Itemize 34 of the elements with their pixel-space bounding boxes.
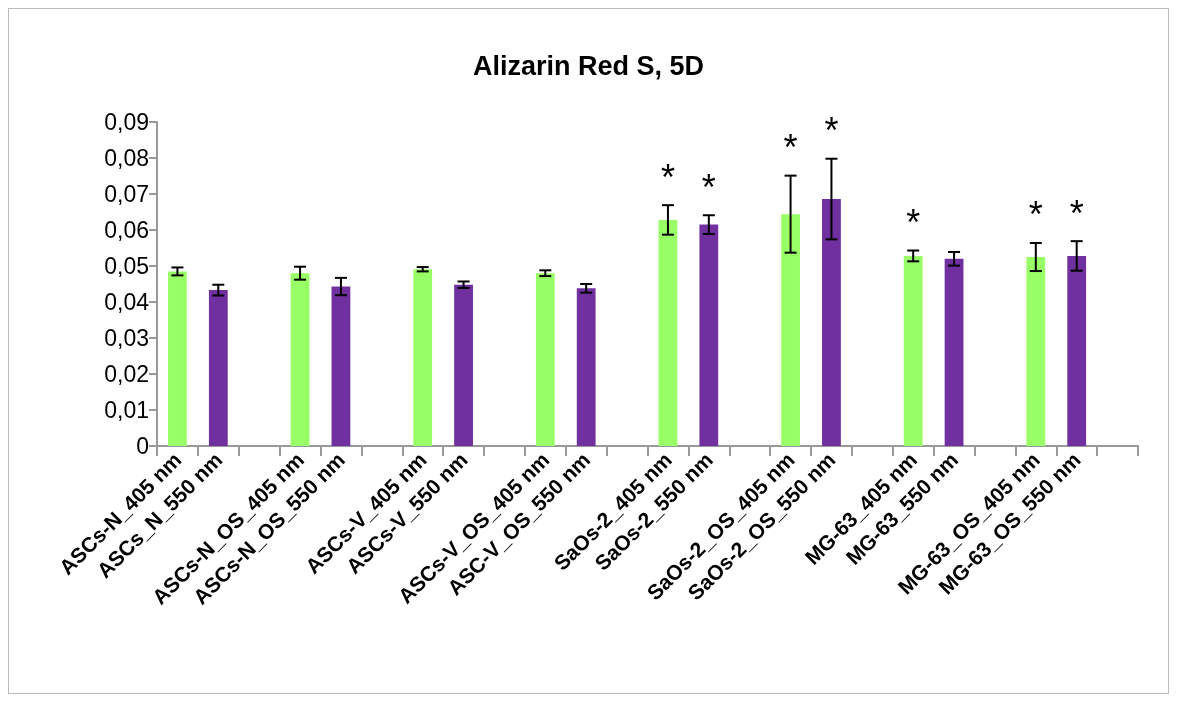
bar: [822, 199, 841, 446]
y-tick-label: 0,02: [104, 361, 149, 387]
bar: [576, 288, 596, 446]
bar: [290, 273, 310, 446]
bar: [535, 273, 555, 446]
bar: [413, 269, 433, 446]
bar: [454, 284, 473, 446]
annotation: *: [906, 202, 921, 244]
bar: [1026, 257, 1046, 446]
bar: [699, 224, 719, 446]
y-tick-label: 0,09: [104, 109, 149, 135]
bar: [331, 286, 351, 446]
bar: [168, 271, 187, 446]
bar: [781, 214, 800, 446]
bar: [208, 290, 228, 446]
chart-title: Alizarin Red S, 5D: [472, 50, 705, 81]
annotation: *: [701, 166, 716, 208]
bar: [903, 255, 923, 446]
y-tick-label: 0,08: [104, 145, 149, 171]
y-tick-label: 0,04: [104, 289, 150, 315]
y-tick-label: 0,03: [104, 325, 149, 351]
y-tick-label: 0,06: [104, 217, 149, 243]
y-tick-label: 0,01: [104, 397, 149, 423]
y-tick-label: 0: [136, 433, 149, 459]
annotation: *: [1069, 192, 1084, 234]
annotation: *: [783, 127, 798, 169]
annotation: *: [1028, 194, 1043, 236]
y-tick-label: 0,07: [104, 181, 149, 207]
bar: [658, 219, 678, 446]
y-tick-label: 0,05: [104, 253, 149, 279]
bar: [944, 258, 964, 446]
annotation: *: [660, 156, 675, 198]
bar: [1067, 255, 1087, 446]
annotation: *: [824, 110, 839, 152]
